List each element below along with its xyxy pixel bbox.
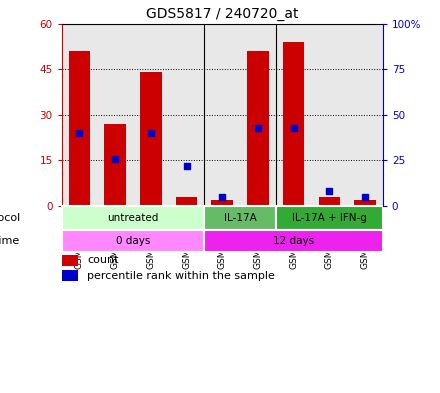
Bar <box>62 255 78 266</box>
Bar <box>319 197 340 206</box>
Bar <box>212 200 233 206</box>
Bar <box>104 124 126 206</box>
Bar <box>283 42 304 206</box>
Bar <box>354 200 376 206</box>
Bar <box>62 206 204 230</box>
Bar <box>247 51 268 206</box>
Point <box>254 125 261 131</box>
Text: 12 days: 12 days <box>273 236 314 246</box>
Bar <box>140 72 161 206</box>
Bar <box>276 206 383 230</box>
Text: untreated: untreated <box>107 213 159 223</box>
Text: IL-17A + IFN-g: IL-17A + IFN-g <box>292 213 367 223</box>
Point <box>326 188 333 195</box>
Point <box>76 130 83 136</box>
Text: IL-17A: IL-17A <box>224 213 257 223</box>
Point <box>290 125 297 131</box>
Bar <box>204 230 383 252</box>
Text: protocol: protocol <box>0 213 20 223</box>
Point <box>361 194 368 200</box>
Bar <box>62 230 204 252</box>
Title: GDS5817 / 240720_at: GDS5817 / 240720_at <box>146 7 298 21</box>
Text: count: count <box>87 255 119 265</box>
Point <box>183 163 190 169</box>
Text: time: time <box>0 236 20 246</box>
Point <box>147 130 154 136</box>
Text: 0 days: 0 days <box>116 236 150 246</box>
Bar <box>69 51 90 206</box>
Point <box>112 155 119 162</box>
Bar <box>204 206 276 230</box>
Point <box>219 194 226 200</box>
Bar <box>62 270 78 281</box>
Bar <box>176 197 197 206</box>
Text: percentile rank within the sample: percentile rank within the sample <box>87 271 275 281</box>
